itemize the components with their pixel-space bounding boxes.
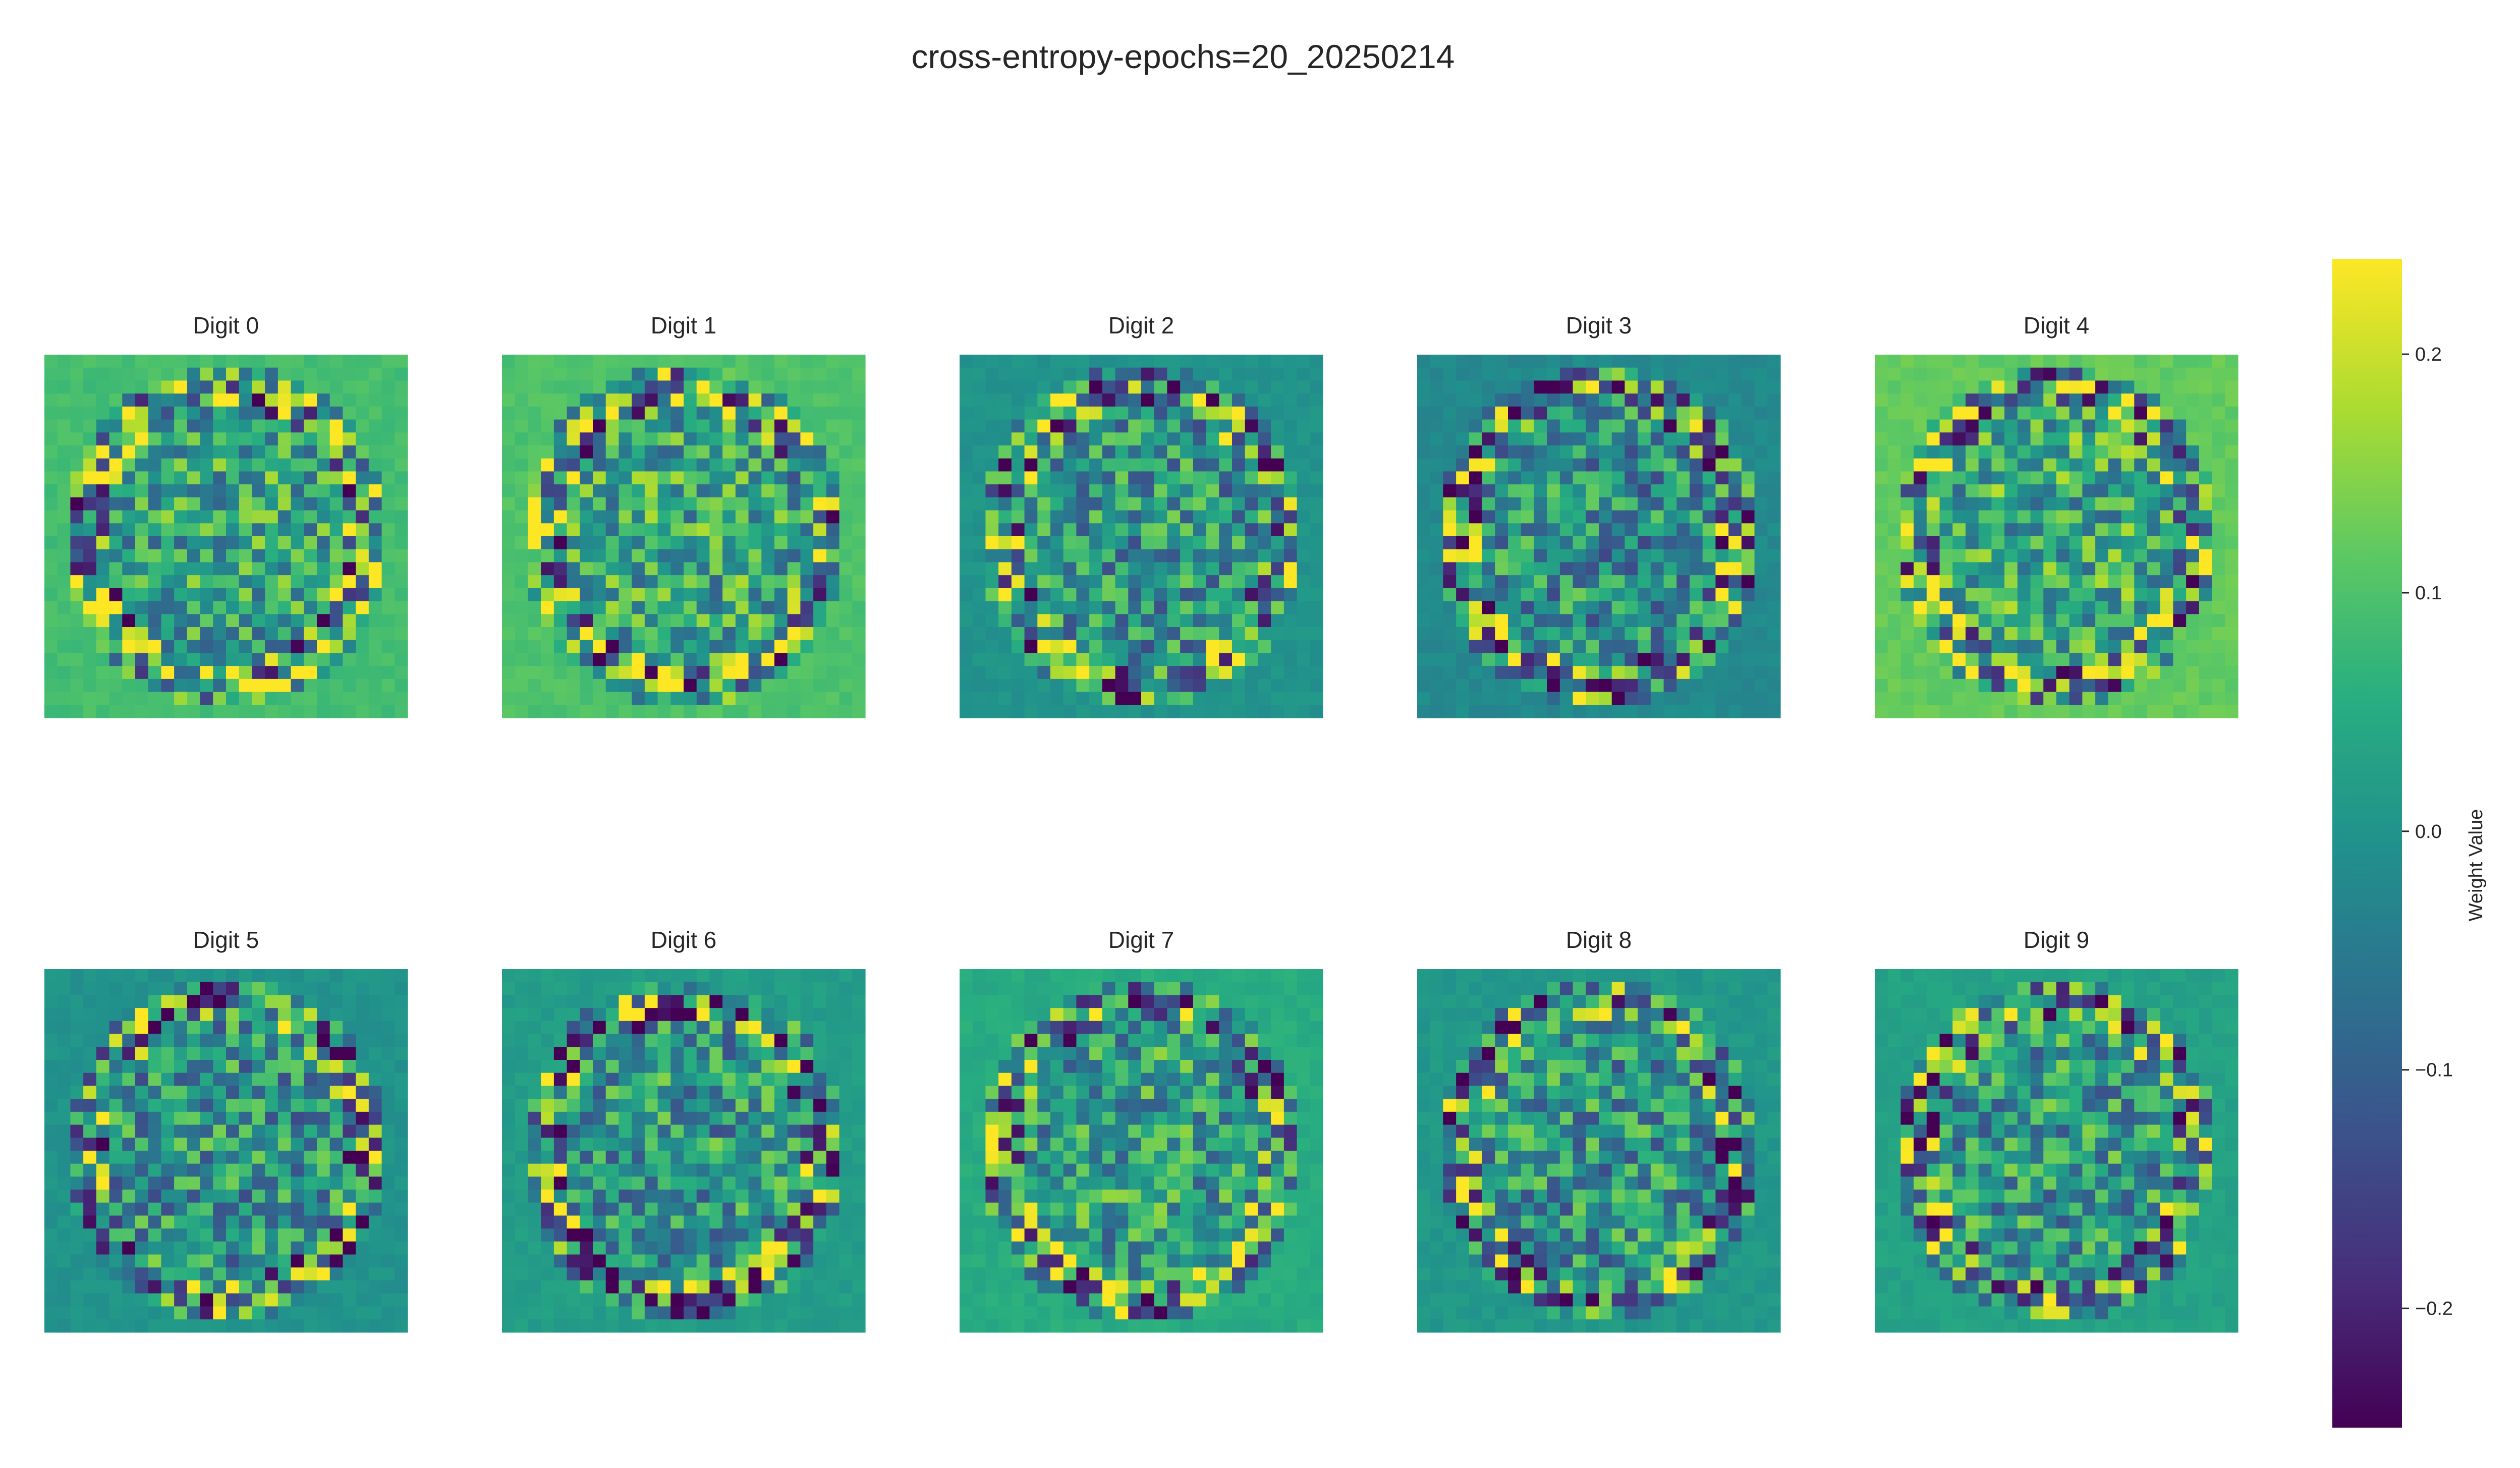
panel-title-digit-8: Digit 8: [1566, 927, 1632, 953]
panel-title-digit-5: Digit 5: [193, 927, 259, 953]
heatmap-cells: [960, 355, 1323, 718]
heatmap-cells: [44, 969, 408, 1333]
colorbar-tick-label: −0.2: [2415, 1298, 2453, 1320]
panel-title-digit-1: Digit 1: [651, 312, 716, 338]
colorbar-tick-label: 0.0: [2415, 821, 2442, 842]
heatmap-digit-0: Digit 0: [44, 312, 408, 718]
panel-title-digit-2: Digit 2: [1108, 312, 1174, 338]
heatmap-digit-9: Digit 9: [1875, 927, 2238, 1333]
panel-title-digit-9: Digit 9: [2024, 927, 2089, 953]
heatmap-digit-7: Digit 7: [960, 927, 1323, 1333]
heatmap-cells: [44, 355, 408, 718]
heatmap-digit-5: Digit 5: [44, 927, 408, 1333]
heatmap-cells: [1417, 355, 1781, 718]
colorbar: 0.2 0.1 0.0 −0.1 −0.2 Weight Value: [2332, 259, 2487, 1428]
heatmap-cells: [1417, 969, 1781, 1333]
heatmap-digit-3: Digit 3: [1417, 312, 1781, 718]
colorbar-tick-label: −0.1: [2415, 1060, 2453, 1081]
colorbar-label: Weight Value: [2466, 809, 2487, 922]
heatmap-digit-6: Digit 6: [502, 927, 866, 1333]
colorbar-gradient: [2332, 259, 2402, 1428]
colorbar-tick-label: 0.2: [2415, 344, 2442, 365]
heatmap-digit-4: Digit 4: [1875, 312, 2238, 718]
heatmap-digit-8: Digit 8: [1417, 927, 1781, 1333]
heatmap-cells: [960, 969, 1323, 1333]
colorbar-tick-label: 0.1: [2415, 583, 2442, 604]
heatmap-panels: Digit 0 Digit 1 Digit 2 Digit 3 Digit 4 Digit…: [44, 312, 2238, 1333]
panel-title-digit-0: Digit 0: [193, 312, 259, 338]
heatmap-cells: [502, 969, 866, 1333]
heatmap-cells: [1875, 969, 2238, 1333]
panel-title-digit-3: Digit 3: [1566, 312, 1632, 338]
heatmap-digit-2: Digit 2: [960, 312, 1323, 718]
panel-title-digit-4: Digit 4: [2024, 312, 2089, 338]
heatmap-digit-1: Digit 1: [502, 312, 866, 718]
chart-title: cross-entropy-epochs=20_20250214: [912, 38, 1455, 75]
colorbar-ticks: 0.2 0.1 0.0 −0.1 −0.2: [2402, 344, 2453, 1320]
heatmap-cells: [1875, 355, 2238, 718]
panel-title-digit-6: Digit 6: [651, 927, 716, 953]
heatmap-cells: [502, 355, 866, 718]
panel-title-digit-7: Digit 7: [1108, 927, 1174, 953]
